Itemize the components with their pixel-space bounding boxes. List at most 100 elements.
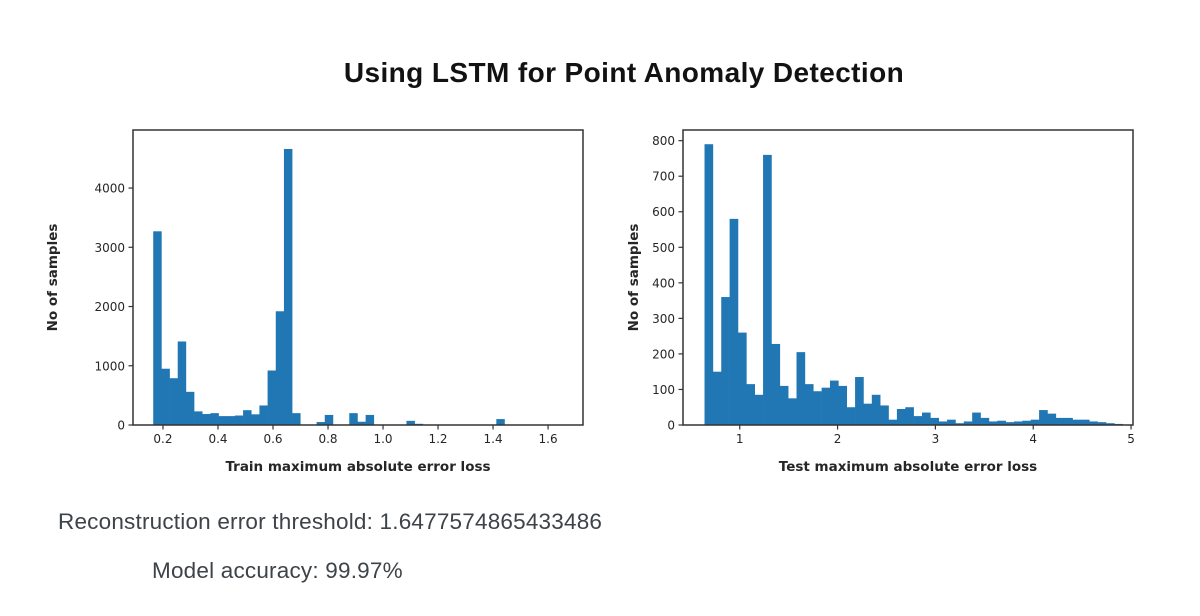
histogram-bar bbox=[1080, 419, 1090, 425]
histogram-bar bbox=[177, 341, 187, 425]
y-tick-label: 100 bbox=[652, 383, 675, 397]
histogram-bar bbox=[746, 384, 755, 425]
histogram-bar bbox=[947, 419, 956, 425]
x-tick-label: 1.0 bbox=[373, 432, 392, 446]
histogram-bar bbox=[788, 398, 797, 425]
histogram-bar bbox=[1047, 413, 1057, 425]
model-accuracy-text: Model accuracy: 99.97% bbox=[152, 558, 403, 583]
histogram-bar bbox=[963, 421, 973, 425]
histogram-bar bbox=[796, 352, 806, 425]
y-tick-label: 800 bbox=[652, 134, 675, 148]
histogram-bar bbox=[855, 377, 864, 425]
histogram-bar bbox=[496, 419, 505, 425]
histogram-bar bbox=[202, 414, 211, 425]
histogram-bar bbox=[829, 380, 839, 425]
histogram-bar bbox=[153, 231, 162, 425]
x-tick-label: 0.4 bbox=[208, 432, 227, 446]
x-axis-label: Train maximum absolute error loss bbox=[225, 459, 490, 475]
y-tick-label: 600 bbox=[652, 205, 675, 219]
histogram-bar bbox=[1064, 417, 1073, 425]
y-tick-label: 1000 bbox=[94, 359, 125, 373]
x-tick-label: 0.6 bbox=[263, 432, 282, 446]
x-tick-label: 2 bbox=[834, 432, 842, 446]
histogram-bar bbox=[913, 416, 923, 425]
histogram-bar bbox=[930, 417, 940, 425]
histogram-bar bbox=[763, 154, 772, 425]
histogram-bar bbox=[316, 422, 326, 425]
histogram-bar bbox=[988, 421, 998, 425]
histogram-bar bbox=[972, 412, 981, 425]
histogram-bar bbox=[712, 371, 722, 425]
y-tick-label: 0 bbox=[667, 419, 675, 433]
histogram-bar bbox=[1072, 419, 1082, 425]
histogram-bar bbox=[737, 332, 747, 425]
x-tick-label: 1.6 bbox=[539, 432, 558, 446]
histogram-bar bbox=[804, 384, 814, 425]
histogram-bar bbox=[210, 413, 219, 425]
histogram-bar bbox=[846, 407, 856, 425]
histogram-bar bbox=[813, 391, 822, 425]
histogram-bar bbox=[267, 370, 277, 425]
histogram-bar bbox=[871, 394, 881, 425]
histogram-bar bbox=[729, 218, 739, 425]
histogram-bar bbox=[779, 385, 789, 425]
histogram-bar bbox=[1106, 423, 1115, 425]
plot-frame bbox=[132, 129, 584, 426]
y-tick-label: 500 bbox=[652, 241, 675, 255]
x-tick-label: 1.4 bbox=[484, 432, 503, 446]
histogram-bar bbox=[896, 409, 906, 425]
histogram-bar bbox=[821, 387, 831, 425]
x-tick-label: 5 bbox=[1127, 432, 1135, 446]
x-tick-label: 4 bbox=[1029, 432, 1037, 446]
y-tick-label: 2000 bbox=[94, 300, 125, 314]
histogram-bar bbox=[169, 378, 179, 425]
y-axis-label: No of samples bbox=[626, 224, 642, 332]
histogram-bar bbox=[349, 413, 358, 425]
histogram-bar bbox=[292, 413, 301, 425]
plot-frame bbox=[682, 129, 1134, 426]
histogram-bar bbox=[194, 411, 203, 425]
histogram-bar bbox=[863, 403, 873, 425]
histogram-bar bbox=[275, 311, 285, 425]
y-tick-label: 300 bbox=[652, 312, 675, 326]
histogram-bar bbox=[251, 414, 260, 425]
histogram-bar bbox=[1089, 421, 1098, 425]
histogram-bar bbox=[1013, 421, 1023, 425]
histogram-bar bbox=[324, 414, 334, 425]
histogram-bar bbox=[955, 423, 965, 425]
histogram-bar bbox=[1097, 422, 1107, 425]
histogram-bar bbox=[243, 410, 252, 425]
histogram-bar bbox=[905, 407, 914, 425]
histogram-bar bbox=[1005, 422, 1015, 425]
histogram-bar bbox=[365, 414, 375, 425]
histogram-bar bbox=[980, 417, 990, 425]
histogram-bar bbox=[1022, 420, 1032, 425]
histogram-bar bbox=[880, 405, 889, 425]
histogram-bar bbox=[218, 416, 228, 425]
histogram-bar bbox=[161, 368, 170, 425]
y-tick-label: 3000 bbox=[94, 241, 125, 255]
histogram-bar bbox=[226, 416, 236, 425]
histogram-bar bbox=[283, 148, 293, 425]
histogram-bar bbox=[1030, 419, 1040, 425]
x-axis-label: Test maximum absolute error loss bbox=[779, 459, 1037, 475]
y-axis-label: No of samples bbox=[45, 224, 61, 332]
histogram-bar bbox=[771, 343, 781, 425]
y-tick-label: 400 bbox=[652, 276, 675, 290]
y-tick-label: 200 bbox=[652, 347, 675, 361]
histogram-bar bbox=[1055, 417, 1065, 425]
y-tick-label: 700 bbox=[652, 170, 675, 184]
page-title: Using LSTM for Point Anomaly Detection bbox=[343, 57, 905, 88]
histogram-bar bbox=[357, 421, 366, 425]
histogram-bar bbox=[938, 421, 948, 425]
x-tick-label: 1 bbox=[736, 432, 744, 446]
x-tick-label: 0.8 bbox=[318, 432, 337, 446]
y-tick-label: 4000 bbox=[94, 182, 125, 196]
reconstruction-threshold-text: Reconstruction error threshold: 1.647757… bbox=[58, 509, 603, 534]
histogram-bar bbox=[838, 385, 848, 425]
histogram-bar bbox=[888, 419, 898, 425]
y-tick-label: 0 bbox=[117, 419, 125, 433]
histogram-bar bbox=[721, 297, 730, 425]
